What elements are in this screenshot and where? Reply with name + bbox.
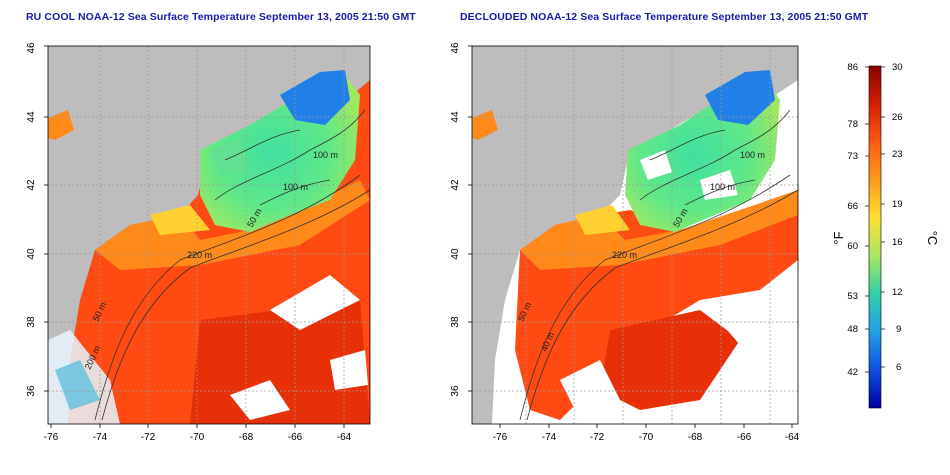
left-nova-scotia-patch — [48, 110, 74, 140]
colorbar-f-tick: 86 — [847, 62, 858, 73]
right-contour-label: 100 m — [740, 150, 765, 160]
left-lon-tick-label: -76 — [44, 432, 59, 443]
left-cold-bay — [280, 70, 350, 125]
right-lat-tick-label: 36 — [450, 385, 461, 397]
colorbar-f-tick: 73 — [847, 151, 858, 162]
right-lon-tick-label: -74 — [542, 432, 557, 443]
colorbar-c-labels: 30 26 23 19 16 12 9 6 — [892, 62, 903, 373]
left-cloud-2 — [230, 380, 290, 420]
colorbar-c-tick: 9 — [896, 324, 901, 335]
right-cloud-hole — [700, 170, 738, 200]
right-lon-tick-label: -66 — [737, 432, 752, 443]
right-lat-labels: 36 38 40 42 44 46 — [450, 42, 461, 397]
left-map-frame — [47, 45, 371, 425]
left-cloud-1 — [270, 275, 360, 330]
right-contours — [519, 109, 799, 421]
right-warm-core — [600, 310, 740, 410]
colorbar-f-tick: 53 — [847, 291, 858, 302]
left-lat-tick-label: 40 — [26, 248, 37, 260]
right-lat-tick-label: 44 — [450, 111, 461, 123]
left-map-panel: 100 m 100 m 50 m 220 m 50 m 200 m 36 38 … — [26, 42, 371, 443]
colorbar-c-tick: 30 — [892, 62, 903, 73]
right-nova-scotia-patch — [472, 110, 498, 140]
right-lon-tick-label: -68 — [688, 432, 703, 443]
right-lat-tick-label: 42 — [450, 179, 461, 191]
right-cloud-hole — [640, 150, 672, 180]
colorbar-c-tick: 23 — [892, 149, 903, 160]
left-tick-marks — [44, 45, 345, 428]
left-lat-tick-label: 44 — [26, 111, 37, 123]
left-lon-tick-label: -68 — [239, 432, 254, 443]
right-lat-tick-label: 46 — [450, 42, 461, 54]
colorbar-f-tick: 42 — [847, 367, 858, 378]
colorbar-scale — [868, 65, 882, 409]
left-contour-label: 100 m — [313, 150, 338, 160]
colorbar-c-tick: 19 — [892, 199, 903, 210]
left-map-title: RU COOL NOAA-12 Sea Surface Temperature … — [26, 11, 416, 23]
right-lat-tick-label: 40 — [450, 248, 461, 260]
colorbar: 86 78 73 66 60 53 48 42 30 26 23 19 16 1… — [831, 62, 940, 409]
left-contour-label: 220 m — [187, 250, 212, 260]
right-lat-tick-label: 38 — [450, 316, 461, 328]
left-contours — [94, 109, 371, 421]
left-lat-tick-label: 38 — [26, 316, 37, 328]
right-shelf-band — [520, 190, 798, 270]
colorbar-f-tick: 60 — [847, 241, 858, 252]
right-map-panel: 100 m 100 m 50 m 220 m 50 m 40 m 36 38 4… — [450, 42, 800, 443]
left-lon-tick-label: -66 — [288, 432, 303, 443]
left-cold-coast — [55, 360, 100, 410]
right-tick-marks — [468, 45, 793, 428]
left-lat-labels: 36 38 40 42 44 46 — [26, 42, 37, 397]
left-lon-labels: -76 -74 -72 -70 -68 -66 -64 — [44, 432, 352, 443]
right-lon-tick-label: -64 — [785, 432, 800, 443]
right-map-title: DECLOUDED NOAA-12 Sea Surface Temperatur… — [460, 11, 869, 23]
left-lon-tick-label: -70 — [190, 432, 205, 443]
right-contour-label: 220 m — [612, 250, 637, 260]
colorbar-celsius-label: °C — [925, 231, 940, 246]
left-shelf-band — [95, 180, 370, 270]
colorbar-fahrenheit-label: °F — [831, 231, 846, 244]
right-map-frame — [471, 45, 799, 425]
right-cold-bay — [705, 70, 775, 125]
colorbar-c-tick: 6 — [896, 362, 901, 373]
colorbar-ticks — [865, 66, 885, 373]
left-lon-tick-label: -74 — [93, 432, 108, 443]
right-contour-label: 100 m — [710, 182, 735, 192]
left-lon-tick-label: -72 — [141, 432, 156, 443]
colorbar-f-labels: 86 78 73 66 60 53 48 42 — [847, 62, 858, 378]
left-lon-tick-label: -64 — [337, 432, 352, 443]
right-lon-tick-label: -70 — [639, 432, 654, 443]
colorbar-f-tick: 66 — [847, 201, 858, 212]
right-yellow-patch — [575, 205, 630, 235]
right-lon-tick-label: -72 — [590, 432, 605, 443]
left-cloud-3 — [330, 350, 368, 390]
left-lat-tick-label: 42 — [26, 179, 37, 191]
left-yellow-patch — [150, 205, 210, 235]
left-lat-tick-label: 36 — [26, 385, 37, 397]
colorbar-f-tick: 78 — [847, 119, 858, 130]
left-lat-tick-label: 46 — [26, 42, 37, 54]
colorbar-c-tick: 12 — [892, 287, 903, 298]
colorbar-c-tick: 26 — [892, 112, 903, 123]
right-cloud-hole — [560, 360, 620, 420]
left-contour-label: 100 m — [283, 182, 308, 192]
right-lon-labels: -76 -74 -72 -70 -68 -66 -64 — [493, 432, 800, 443]
colorbar-f-tick: 48 — [847, 324, 858, 335]
right-lon-tick-label: -76 — [493, 432, 508, 443]
colorbar-c-tick: 16 — [892, 237, 903, 248]
left-warm-core — [190, 300, 370, 424]
